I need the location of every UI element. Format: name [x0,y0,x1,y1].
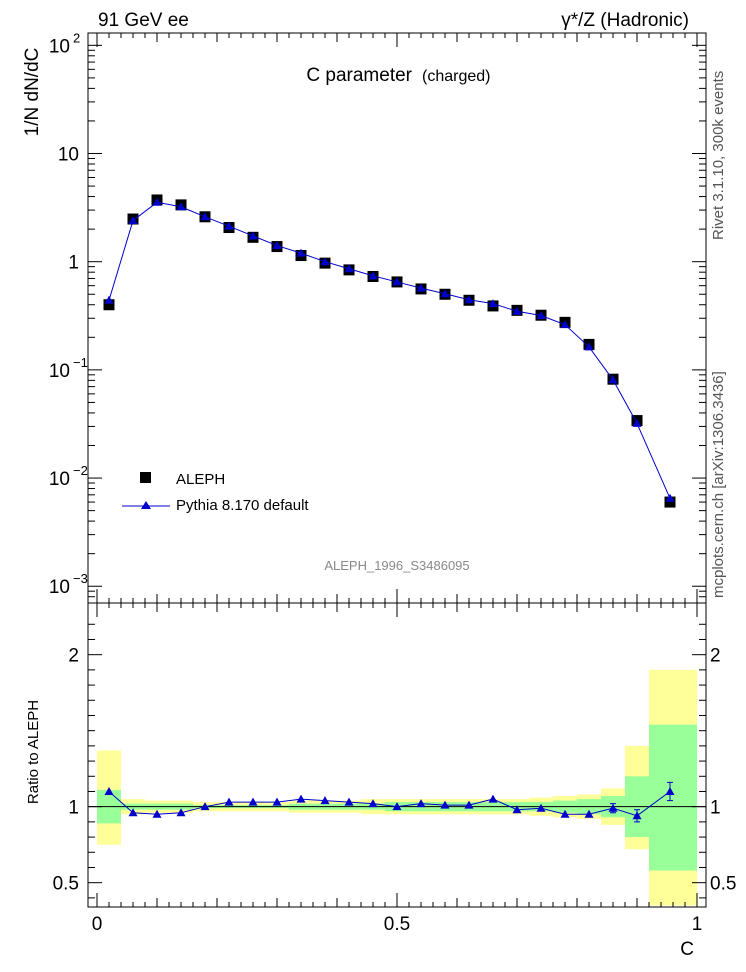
pythia-data-point [665,493,675,502]
pythia-data-point [512,306,522,315]
ratio-pythia-point [440,800,450,809]
ratio-pythia-point [488,794,498,803]
pythia-data-point [392,277,402,286]
ratio-pythia-point [392,802,402,811]
ratio-pythia-point [632,811,642,820]
ratio-pythia-point [104,786,114,795]
pythia-data-point [344,264,354,273]
aleph-data-point [103,299,115,311]
ratio-y-tick-label: 0.5 [53,874,79,895]
main-ylabel: 1/N dN/dC [22,48,43,137]
ratio-pythia-point [665,786,675,795]
main-y-tick-label: 10 [49,36,70,57]
pythia-data-point [176,202,186,211]
ratio-pythia-point [224,797,234,806]
ratio-y-tick-label: 2 [68,646,79,667]
main-y-tick-label: 10 [49,361,70,382]
main-title: C parameter [306,65,412,86]
ratio-y-tick-label-right: 0.5 [710,874,736,895]
ratio-y-tick-label: 1 [68,798,79,819]
pythia-data-point [248,231,258,240]
ratio-band-inner [649,724,697,871]
main-y-tick-exponent: 2 [73,30,80,45]
ratio-pythia-point [368,799,378,808]
pythia-data-point [488,299,498,308]
ratio-pythia-line [108,791,671,817]
pythia-data-point [584,342,594,351]
pythia-data-point [440,289,450,298]
ratio-pythia-point [200,802,210,811]
main-y-tick-exponent: −2 [73,463,88,478]
header-right: γ*/Z (Hadronic) [561,10,689,31]
pythia-line [108,201,671,499]
pythia-data-point [128,216,138,225]
ratio-pythia-point [608,803,618,812]
side-label-bottom: mcplots.cern.ch [arXiv:1306.3436] [710,371,727,598]
ratio-y-tick-label-right: 1 [710,798,721,819]
main-subtitle: (charged) [422,68,490,85]
pythia-data-point [536,311,546,320]
ratio-pythia-point [584,809,594,818]
watermark: ALEPH_1996_S3486095 [324,558,469,573]
side-label-top: Rivet 3.1.10, 300k events [710,71,727,240]
legend-aleph-marker [140,472,151,483]
main-y-tick-label: 10 [49,469,70,490]
legend: ALEPH Pythia 8.170 default [122,471,309,514]
main-y-tick-label: 1 [68,253,79,274]
main-frame [87,32,707,604]
legend-pythia-label: Pythia 8.170 default [176,497,309,514]
ratio-frame [87,602,707,908]
ratio-xlabel: C [680,939,694,960]
ratio-x-tick-label: 1 [692,914,703,935]
ratio-ylabel: Ratio to ALEPH [25,700,42,804]
ratio-pythia-point [128,808,138,817]
main-y-tick-exponent: −3 [73,571,88,586]
pythia-data-point [200,212,210,221]
ratio-y-tick-label-right: 2 [710,646,721,667]
ratio-x-tick-label: 0 [92,914,103,935]
legend-aleph-label: ALEPH [176,471,225,488]
ratio-pythia-point [248,797,258,806]
pythia-data-point [368,271,378,280]
main-y-tick-exponent: −1 [73,355,88,370]
ratio-pythia-point [416,799,426,808]
ratio-pythia-point [536,803,546,812]
ratio-pythia-point [272,797,282,806]
ratio-pythia-point [512,805,522,814]
ratio-pythia-point [320,796,330,805]
pythia-data-point [320,257,330,266]
pythia-data-point [104,295,114,304]
legend-pythia-marker [141,501,151,509]
pythia-data-point [560,320,570,329]
pythia-data-point [608,375,618,384]
header-left: 91 GeV ee [98,10,189,31]
pythia-data-point [272,241,282,250]
pythia-data-point [416,283,426,292]
pythia-data-point [152,197,162,206]
ratio-plot: 0 0.5 1 2 2 1 1 0.5 0.5 [53,602,736,935]
pythia-data-point [632,418,642,427]
ratio-pythia-point [296,794,306,803]
aleph-data-point [664,496,676,508]
ratio-pythia-point [176,808,186,817]
pythia-data-point [464,295,474,304]
ratio-x-tick-label: 0.5 [384,914,410,935]
ratio-pythia-point [152,809,162,818]
ratio-pythia-point [464,800,474,809]
main-title-group: C parameter (charged) [306,65,490,86]
main-y-tick-label: 10 [49,577,70,598]
ratio-pythia-point [560,809,570,818]
ratio-pythia-point [344,797,354,806]
pythia-data-point [224,221,234,230]
main-y-tick-label: 10 [58,145,79,166]
pythia-data-point [296,248,306,257]
